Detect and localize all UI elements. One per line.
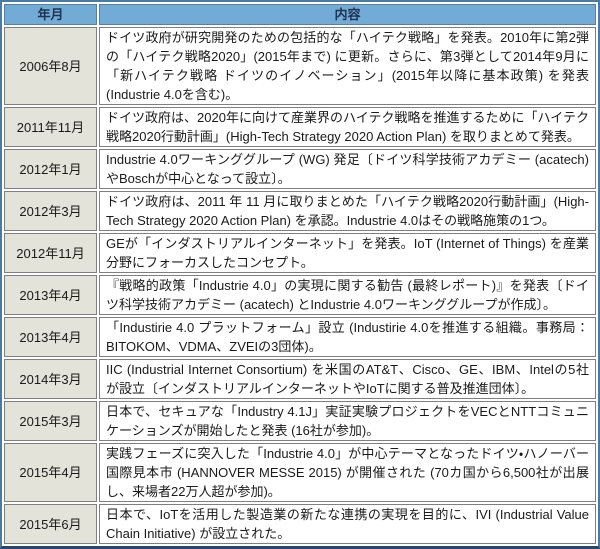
table-row: 2013年4月 「Industirie 4.0 プラットフォーム」設立 (Ind… bbox=[4, 317, 596, 357]
row-date-cell: 2015年6月 bbox=[4, 504, 97, 544]
table-row: 2012年3月 ドイツ政府は、2011 年 11 月に取りまとめた「ハイテク戦略… bbox=[4, 191, 596, 231]
table-row: 2015年6月 日本で、IoTを活用した製造業の新たな連携の実現を目的に、IVI… bbox=[4, 504, 596, 544]
row-content-cell: 実践フェーズに突入した「Industrie 4.0」が中心テーマとなったドイツ・… bbox=[99, 443, 596, 502]
row-date-cell: 2014年3月 bbox=[4, 359, 97, 399]
row-content-cell: IIC (Industrial Internet Consortium) を米国… bbox=[99, 359, 596, 399]
row-date-cell: 2013年4月 bbox=[4, 317, 97, 357]
table-row: 2013年4月 『戦略的政策「Industrie 4.0」の実現に関する勧告 (… bbox=[4, 275, 596, 315]
row-date-cell: 2015年4月 bbox=[4, 443, 97, 502]
row-date-cell: 2012年1月 bbox=[4, 149, 97, 189]
row-content-cell: 「Industirie 4.0 プラットフォーム」設立 (Industirie … bbox=[99, 317, 596, 357]
header-row: 年月 内容 bbox=[4, 4, 596, 25]
row-content-cell: ドイツ政府は、2011 年 11 月に取りまとめた「ハイテク戦略2020行動計画… bbox=[99, 191, 596, 231]
row-content-cell: 日本で、セキュアな「Industry 4.1J」実証実験プロジェクトをVECとN… bbox=[99, 401, 596, 441]
table-row: 2012年11月 GEが「インダストリアルインターネット」を発表。IoT (In… bbox=[4, 233, 596, 273]
table-row: 2014年3月 IIC (Industrial Internet Consort… bbox=[4, 359, 596, 399]
row-date-cell: 2013年4月 bbox=[4, 275, 97, 315]
row-content-cell: 日本で、IoTを活用した製造業の新たな連携の実現を目的に、IVI (Indust… bbox=[99, 504, 596, 544]
table-row: 2015年3月 日本で、セキュアな「Industry 4.1J」実証実験プロジェ… bbox=[4, 401, 596, 441]
table-row: 2011年11月 ドイツ政府は、2020年に向けて産業界のハイテク戦略を推進する… bbox=[4, 107, 596, 147]
row-date-cell: 2012年11月 bbox=[4, 233, 97, 273]
row-content-cell: Industrie 4.0ワーキンググループ (WG) 発足〔ドイツ科学技術アカ… bbox=[99, 149, 596, 189]
row-content-cell: ドイツ政府が研究開発のための包括的な「ハイテク戦略」を発表。2010年に第2弾の… bbox=[99, 27, 596, 105]
row-date-cell: 2011年11月 bbox=[4, 107, 97, 147]
row-date-cell: 2012年3月 bbox=[4, 191, 97, 231]
table-header: 年月 内容 bbox=[4, 4, 596, 25]
row-content-cell: ドイツ政府は、2020年に向けて産業界のハイテク戦略を推進するために「ハイテク戦… bbox=[99, 107, 596, 147]
table-row: 2015年4月 実践フェーズに突入した「Industrie 4.0」が中心テーマ… bbox=[4, 443, 596, 502]
row-content-cell: GEが「インダストリアルインターネット」を発表。IoT (Internet of… bbox=[99, 233, 596, 273]
row-date-cell: 2015年3月 bbox=[4, 401, 97, 441]
row-content-cell: 『戦略的政策「Industrie 4.0」の実現に関する勧告 (最終レポート)』… bbox=[99, 275, 596, 315]
column-header-content: 内容 bbox=[99, 4, 596, 25]
table-row: 2006年8月 ドイツ政府が研究開発のための包括的な「ハイテク戦略」を発表。20… bbox=[4, 27, 596, 105]
row-date-cell: 2006年8月 bbox=[4, 27, 97, 105]
table-row: 2012年1月 Industrie 4.0ワーキンググループ (WG) 発足〔ド… bbox=[4, 149, 596, 189]
column-header-date: 年月 bbox=[4, 4, 97, 25]
table-body: 2006年8月 ドイツ政府が研究開発のための包括的な「ハイテク戦略」を発表。20… bbox=[4, 27, 596, 544]
